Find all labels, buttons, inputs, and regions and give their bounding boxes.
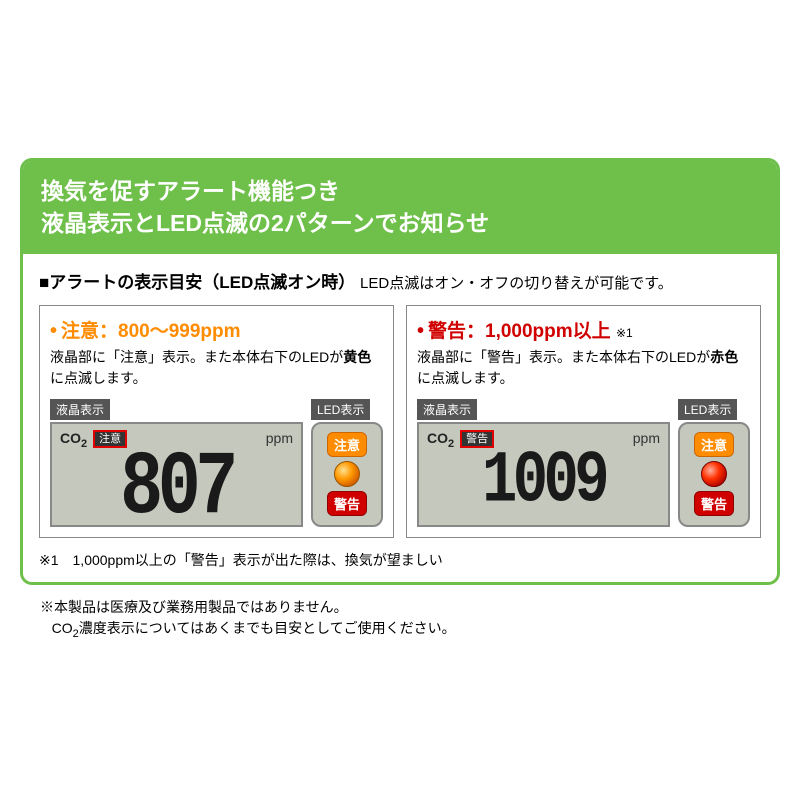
disclaimer: ※本製品は医療及び業務用製品ではありません。 CO2濃度表示についてはあくまでも… [20,597,780,642]
led-wrap: LED表示 注意 警告 [311,399,383,527]
lcd-label: 液晶表示 [417,399,477,420]
d2-post: 濃度表示についてはあくまでも目安としてご使用ください。 [79,620,456,636]
disclaimer-line2: CO2濃度表示についてはあくまでも目安としてご使用ください。 [40,618,780,642]
panel-warning-desc: 液晶部に「警告」表示。また本体右下のLEDが赤色に点滅します。 [417,347,750,389]
lcd-label: 液晶表示 [50,399,110,420]
lcd-ppm: ppm [266,430,293,446]
subhead-prefix: ■ [39,273,49,292]
co2-text: CO [60,430,81,446]
lcd-value: 807 [69,451,283,527]
header-line2: 液晶表示とLED点滅の2パターンでお知らせ [41,207,759,239]
desc-pre: 液晶部に「警告」表示。また本体右下のLEDが [417,349,710,365]
co2-text: CO [427,430,448,446]
subhead-note: LED点滅はオン・オフの切り替えが可能です。 [360,275,673,292]
led-wrap: LED表示 注意 警告 [678,399,750,527]
desc-emph: 赤色 [710,349,738,365]
displays-warning: 液晶表示 CO2 警告 ppm 1009 LED表示 [417,399,750,527]
panel-warning-title-text: 警告：1,000ppm以上 [428,321,611,342]
led-display: 注意 警告 [678,422,750,527]
info-box: 換気を促すアラート機能つき 液晶表示とLED点滅の2パターンでお知らせ ■アラー… [20,158,780,584]
led-badge-warning: 警告 [694,491,734,516]
content: ■アラートの表示目安（LED点滅オン時） LED点滅はオン・オフの切り替えが可能… [23,254,777,582]
led-badge-caution: 注意 [327,432,367,457]
desc-pre: 液晶部に「注意」表示。また本体右下のLEDが [50,349,343,365]
led-light-icon [701,461,727,487]
lcd-display: CO2 警告 ppm 1009 [417,422,670,527]
lcd-display: CO2 注意 ppm 807 [50,422,303,527]
subhead-title: アラートの表示目安（LED点滅オン時） [49,273,355,292]
lcd-co2: CO2 [427,430,454,450]
led-label: LED表示 [678,399,737,420]
panel-caution-title-text: 注意：800〜999ppm [61,321,241,342]
panels: •注意：800〜999ppm 液晶部に「注意」表示。また本体右下のLEDが黄色に… [39,305,761,538]
panel-caution: •注意：800〜999ppm 液晶部に「注意」表示。また本体右下のLEDが黄色に… [39,305,394,538]
header-line1: 換気を促すアラート機能つき [41,175,759,207]
title-sup: ※1 [616,326,633,340]
page-root: 換気を促すアラート機能つき 液晶表示とLED点滅の2パターンでお知らせ ■アラー… [20,158,780,642]
led-badge-warning: 警告 [327,491,367,516]
led-display: 注意 警告 [311,422,383,527]
dot-icon: • [50,320,57,342]
desc-post: に点滅します。 [50,370,147,386]
co2-sub: 2 [81,437,87,449]
lcd-wrap: 液晶表示 CO2 注意 ppm 807 [50,399,303,527]
lcd-ppm: ppm [633,430,660,446]
lcd-wrap: 液晶表示 CO2 警告 ppm 1009 [417,399,670,527]
co2-sub: 2 [448,437,454,449]
lcd-co2: CO2 [60,430,87,450]
d2-pre: CO [52,620,73,636]
header: 換気を促すアラート機能つき 液晶表示とLED点滅の2パターンでお知らせ [23,161,777,253]
panel-caution-desc: 液晶部に「注意」表示。また本体右下のLEDが黄色に点滅します。 [50,347,383,389]
desc-post: に点滅します。 [417,370,514,386]
dot-icon: • [417,320,424,342]
disclaimer-line1: ※本製品は医療及び業務用製品ではありません。 [40,597,780,618]
led-label: LED表示 [311,399,370,420]
displays-caution: 液晶表示 CO2 注意 ppm 807 LED表示 [50,399,383,527]
desc-emph: 黄色 [343,349,371,365]
subhead: ■アラートの表示目安（LED点滅オン時） LED点滅はオン・オフの切り替えが可能… [39,268,761,293]
panel-warning: •警告：1,000ppm以上 ※1 液晶部に「警告」表示。また本体右下のLEDが… [406,305,761,538]
led-badge-caution: 注意 [694,432,734,457]
lcd-value: 1009 [436,451,650,514]
panel-warning-title: •警告：1,000ppm以上 ※1 [417,316,750,343]
led-light-icon [334,461,360,487]
panel-caution-title: •注意：800〜999ppm [50,316,383,343]
footnote: ※1 1,000ppm以上の「警告」表示が出た際は、換気が望ましい [39,550,761,570]
